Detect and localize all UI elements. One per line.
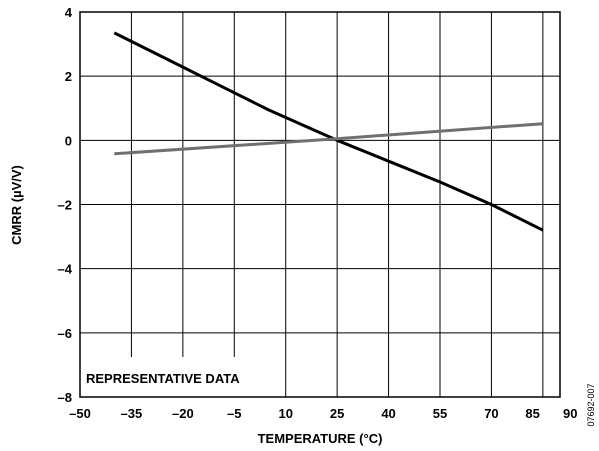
figure-id: 07692-007 [586,383,596,426]
y-tick-label: –4 [58,262,73,277]
series-line-2 [114,122,544,156]
y-tick-labels: –8 –6 –4 –2 0 2 4 [58,5,73,405]
x-tick-label: –50 [69,406,91,421]
annotation-box [80,357,285,397]
x-tick-label: 70 [484,406,498,421]
x-tick-labels: –50 –35 –20 –5 10 25 40 55 70 85 90 [69,406,577,421]
series-line-1 [113,31,544,232]
x-axis-title: TEMPERATURE (°C) [258,431,383,446]
y-tick-label: 0 [65,133,72,148]
x-tick-label: –35 [121,406,143,421]
x-tick-label: 55 [433,406,447,421]
x-tick-label: 40 [381,406,395,421]
x-tick-label: 85 [525,406,539,421]
x-tick-label: 90 [563,406,577,421]
y-tick-label: –8 [58,390,72,405]
series-group [113,31,544,232]
x-tick-label: 10 [278,406,292,421]
y-tick-label: –6 [58,326,72,341]
y-tick-label: 2 [65,69,72,84]
plot-frame [79,11,561,398]
y-axis-title: CMRR (µV/V) [9,165,24,245]
x-tick-label: 25 [330,406,344,421]
x-tick-label: –20 [172,406,194,421]
x-tick-label: –5 [227,406,241,421]
y-tick-label: 4 [65,5,73,20]
annotation-text: REPRESENTATIVE DATA [86,371,240,386]
y-tick-label: –2 [58,198,72,213]
